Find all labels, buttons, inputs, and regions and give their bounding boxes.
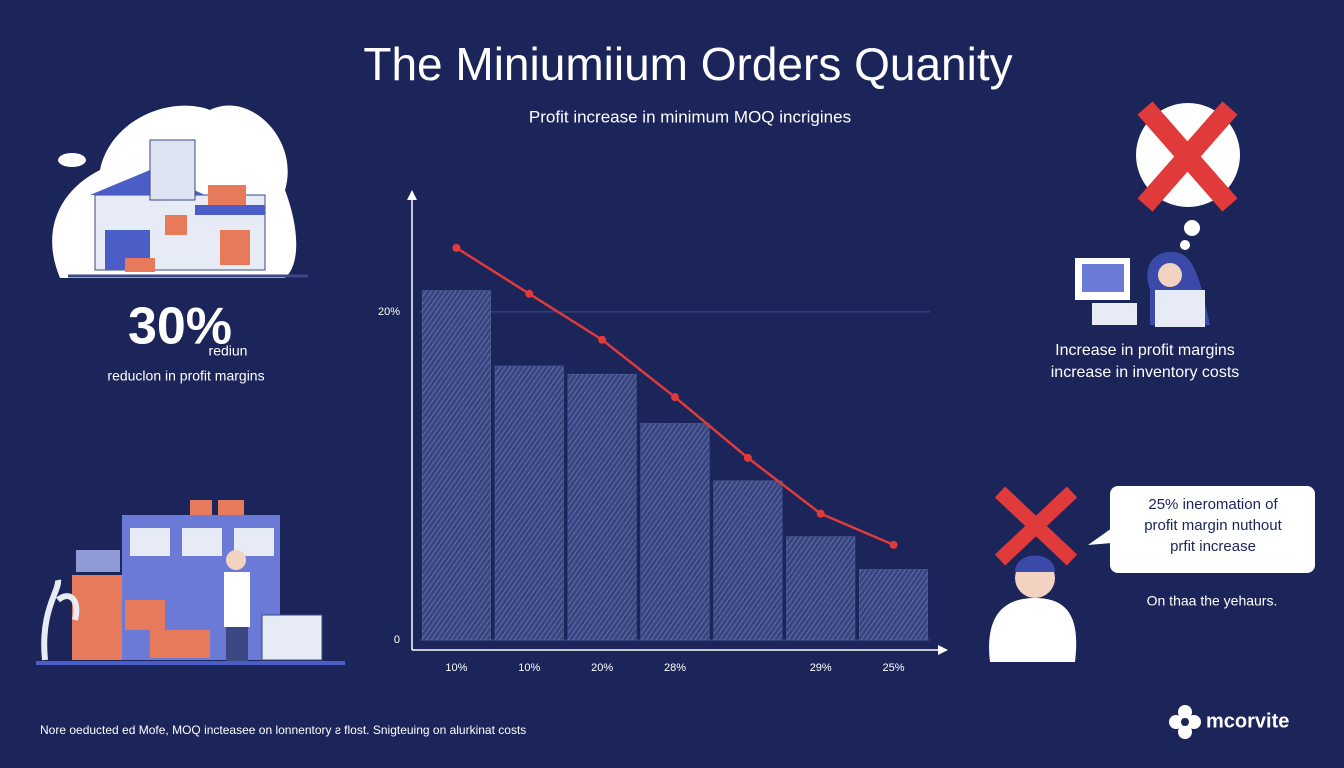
line-point <box>889 540 898 549</box>
right-text-2: increase in inventory costs <box>1051 364 1240 381</box>
x-tick-label: 10% <box>518 662 540 674</box>
worried-person <box>989 486 1078 662</box>
stat-suffix: rediun <box>209 343 248 359</box>
line-point <box>743 453 752 462</box>
y-tick-label: 0 <box>394 634 400 646</box>
right-text-1: Increase in profit margins <box>1055 342 1235 359</box>
bar <box>640 423 710 641</box>
callout-bubble <box>1088 486 1315 573</box>
bar <box>859 569 929 641</box>
callout-line: prfit increase <box>1170 538 1256 555</box>
callout-line: 25% ineromation of <box>1148 496 1278 513</box>
title: The Miniumiium Orders Quanity <box>363 38 1012 90</box>
line-point <box>816 509 825 518</box>
warehouse-illustration <box>36 500 345 665</box>
bar <box>494 365 564 641</box>
logo-text: mcorvite <box>1206 710 1289 732</box>
callout-note: On thaa the yehaurs. <box>1147 593 1278 609</box>
line-point <box>598 335 607 344</box>
footer-note: Nore oeducted ed Mofe, MOQ incteasee on … <box>40 723 526 737</box>
bar <box>713 480 783 641</box>
subtitle: Profit increase in minimum MOQ incrigine… <box>529 107 851 126</box>
stat-caption: reduclon in profit margins <box>107 368 264 384</box>
bar <box>786 536 856 641</box>
line-point <box>452 243 461 252</box>
stat-value: 30% <box>128 298 232 356</box>
bar <box>421 290 491 641</box>
x-tick-label: 29% <box>810 662 832 674</box>
x-tick-label: 20% <box>591 662 613 674</box>
y-axis-arrow <box>407 190 417 200</box>
x-tick-label: 28% <box>664 662 686 674</box>
factory-illustration <box>52 105 308 278</box>
line-point <box>671 393 679 402</box>
thinking-person <box>1075 101 1240 327</box>
logo-icon <box>1169 705 1201 739</box>
bar <box>567 373 637 641</box>
callout-line: profit margin nuthout <box>1144 517 1282 534</box>
line-point <box>525 289 534 298</box>
y-tick-label: 20% <box>378 306 400 318</box>
x-axis-arrow <box>938 645 948 655</box>
x-tick-label: 25% <box>883 662 905 674</box>
x-tick-label: 10% <box>445 662 467 674</box>
